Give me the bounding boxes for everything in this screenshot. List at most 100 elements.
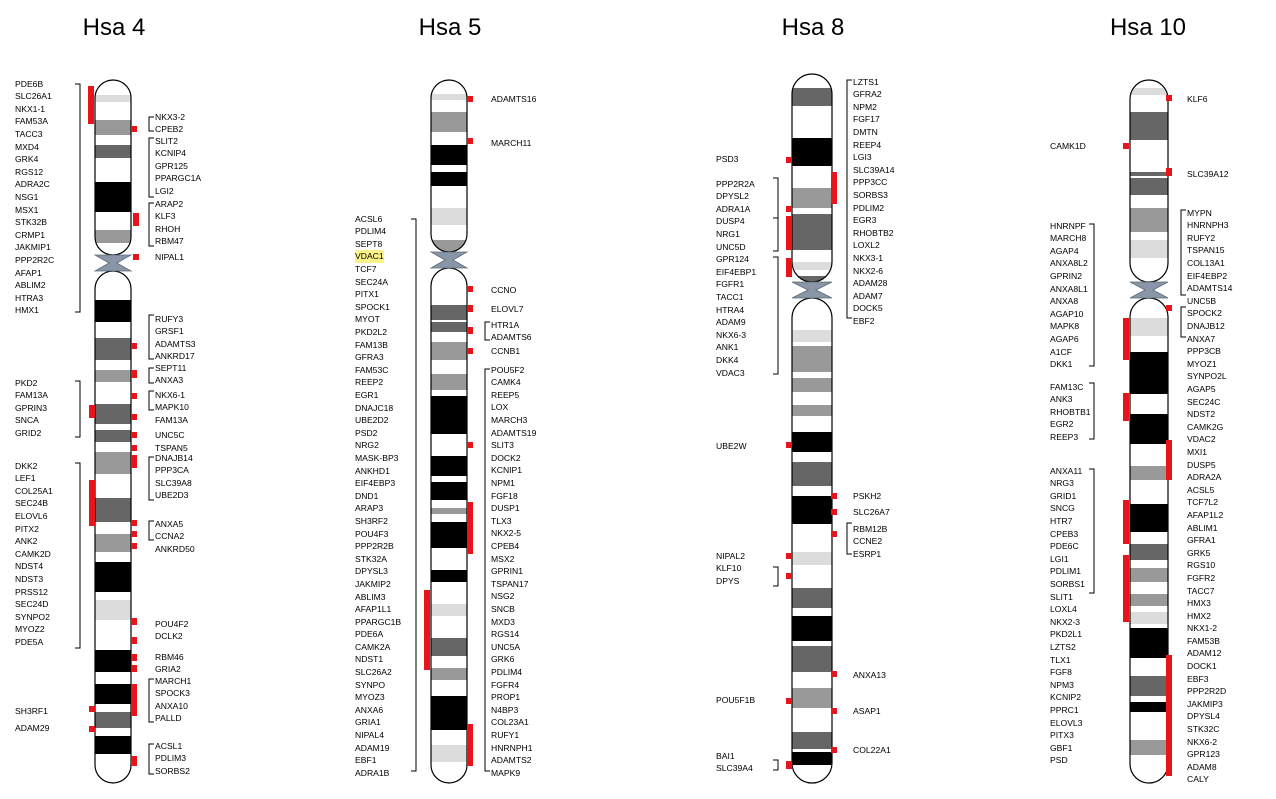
gene-label: AGAP10	[1050, 308, 1084, 319]
gene-label: SEPT11	[155, 362, 187, 373]
gene-label: NPM2	[853, 101, 877, 112]
gene-label: MYOZ3	[355, 692, 385, 703]
gene-label: FGFR1	[716, 279, 745, 290]
gene-label: NKX2-6	[853, 265, 884, 276]
gene-label: NKX6-3	[716, 329, 747, 340]
gene-label: CPEB4	[491, 541, 520, 551]
gene-label: MYOT	[355, 314, 380, 325]
gene-label: FAM13C	[1050, 381, 1084, 392]
gene-label: GRIA1	[355, 717, 381, 728]
gene-label: KCNIP4	[155, 148, 187, 159]
gene-label: UBE2D3	[155, 490, 189, 501]
chr5-band	[431, 604, 467, 616]
gene-label: HTRA4	[716, 304, 745, 315]
chr5-locus-marker	[467, 286, 473, 292]
chr4-locus-marker	[89, 726, 95, 732]
gene-label: PSKH2	[853, 490, 882, 501]
gene-label: LGI2	[155, 186, 174, 197]
chr4-right-bracket	[148, 520, 154, 541]
chr8-left-bracket	[773, 759, 779, 771]
chr4-right-bracket	[148, 390, 154, 411]
chr4-title: Hsa 4	[82, 14, 146, 41]
chr5-right-gene-list: POU5F2 CAMK4 REEP5 LOX MARCH3 ADAMTS19 SLIT3 DO…	[491, 364, 536, 780]
chr4-band	[95, 562, 131, 592]
chr8-left-gene-list: BAI1 SLC39A4	[716, 750, 753, 775]
gene-label: DKK1	[1050, 359, 1073, 370]
gene-label: ANXA13	[853, 669, 886, 680]
chr4-right-bracket	[148, 367, 154, 384]
gene-label: ADAMTS16	[491, 93, 537, 104]
gene-label: ELOVL7	[491, 303, 524, 314]
chr4-locus-marker	[131, 665, 137, 672]
gene-label: SLC26A2	[355, 667, 392, 678]
gene-label: PPP3CC	[853, 177, 888, 188]
chr4-left-bracket	[75, 83, 81, 313]
gene-label: KCNIP2	[1050, 692, 1082, 703]
gene-label: NKX6-2	[1187, 736, 1218, 747]
chr10-band	[1130, 740, 1168, 755]
gene-label: UNC5A	[491, 641, 521, 652]
gene-label: DKK4	[716, 355, 739, 365]
gene-label: MXD3	[491, 616, 515, 627]
chr8-band	[792, 432, 832, 452]
chr5-band	[431, 112, 467, 132]
chr5-band	[431, 342, 467, 360]
chr5-right-gene-list: ADAMTS16	[491, 93, 536, 106]
chr5-band	[431, 508, 467, 514]
gene-label: POU4F2	[155, 618, 189, 629]
gene-label: GRK5	[1187, 547, 1211, 558]
gene-label: TACC3	[15, 129, 43, 140]
gene-label: ANXA8L2	[1050, 258, 1088, 269]
gene-label: RUFY3	[155, 313, 184, 324]
gene-label: MXD4	[15, 141, 39, 152]
gene-label: HMX2	[1187, 610, 1211, 621]
gene-label: TSPAN17	[491, 578, 529, 589]
gene-label: JAKMIP2	[355, 578, 391, 589]
gene-label: NKX1-1	[15, 103, 46, 114]
gene-label: HTR1A	[491, 319, 520, 330]
gene-label: ANK2	[15, 536, 38, 547]
chr8-locus-marker	[786, 698, 792, 704]
gene-label: LOX	[491, 402, 509, 413]
chr8-right-gene-list: COL22A1	[853, 744, 891, 757]
gene-label: SEC24D	[15, 599, 49, 610]
gene-label: GFRA1	[1187, 535, 1216, 546]
chr4-right-gene-list: UNC5C	[155, 429, 185, 442]
gene-label: LEF1	[15, 473, 36, 484]
gene-label: PROP1	[491, 692, 521, 703]
gene-label: PDLIM4	[491, 666, 523, 677]
chr10-band	[1130, 88, 1168, 95]
gene-label: NIPAL1	[155, 251, 184, 262]
chr5-band	[431, 396, 467, 434]
gene-label: BAI1	[716, 750, 735, 761]
gene-label: PDLIM4	[355, 226, 387, 237]
gene-label: RHOBTB2	[853, 227, 894, 238]
gene-label: MAPK9	[491, 767, 521, 778]
gene-label: ANK1	[716, 342, 739, 353]
chr4-right-gene-list: NKX3-2 CPEB2	[155, 111, 185, 136]
chr8-band	[792, 138, 832, 166]
gene-label: NPM1	[491, 478, 515, 489]
chr5-right-gene-list: HTR1A ADAMTS6	[491, 319, 532, 344]
chr10-band	[1130, 112, 1168, 140]
chr10-band	[1130, 208, 1168, 232]
gene-label: ADAMTS2	[491, 755, 532, 766]
gene-label: PALLD	[155, 713, 182, 724]
gene-label: RGS14	[491, 629, 520, 640]
chr10-locus-marker	[1166, 95, 1172, 101]
gene-label: PITX1	[355, 289, 379, 300]
chr10-band	[1130, 240, 1168, 258]
gene-label: MYOZ1	[1187, 358, 1217, 369]
gene-label: MASK-BP3	[355, 452, 399, 463]
chr8-ideogram	[786, 73, 837, 784]
gene-label: HNRNPH1	[491, 742, 533, 753]
gene-label: POU4F3	[355, 528, 389, 539]
gene-label: LZTS1	[853, 76, 879, 87]
chr8-band	[792, 214, 832, 250]
gene-label: EIF4EBP2	[1187, 270, 1228, 281]
chr4-band	[95, 736, 131, 754]
chr5-locus-marker	[467, 327, 473, 334]
chr5-band	[431, 456, 467, 476]
gene-label: GRSF1	[155, 326, 184, 337]
gene-label: NIPAL4	[355, 730, 384, 741]
